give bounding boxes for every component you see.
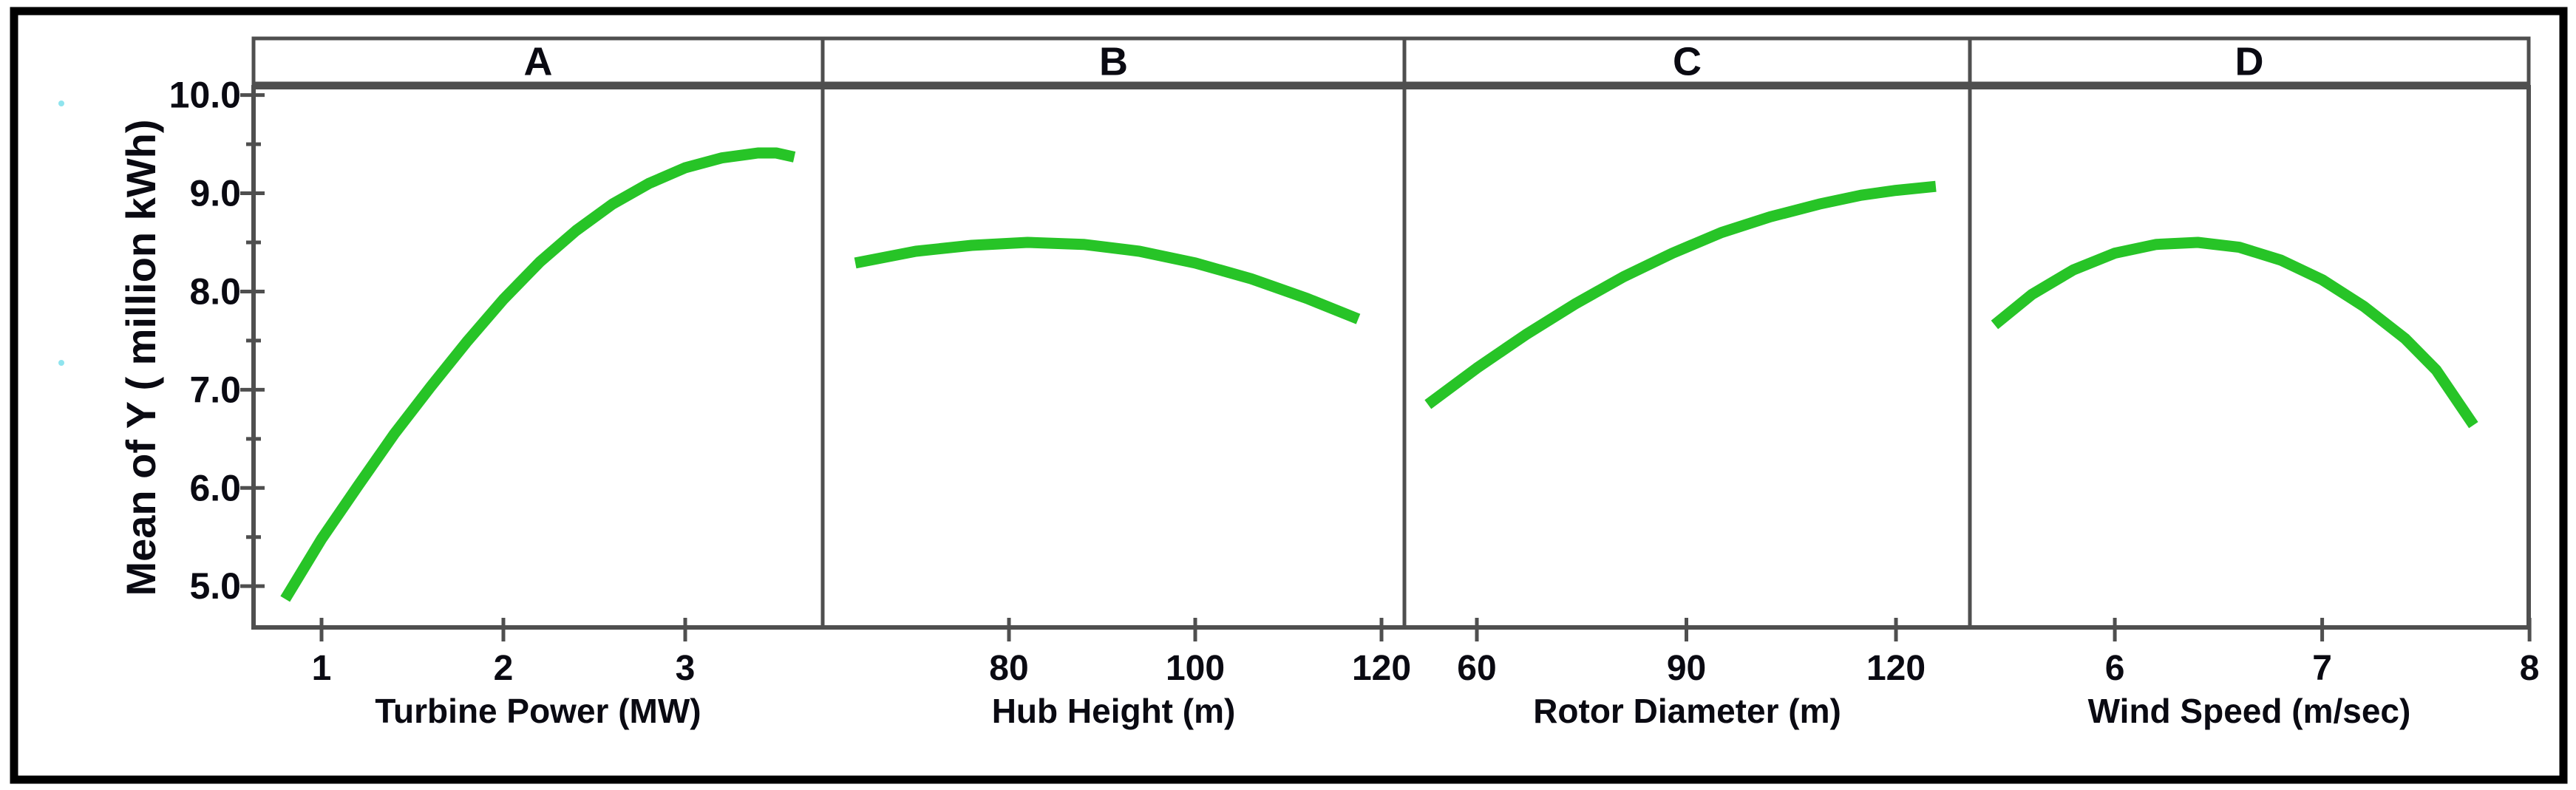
panel-header-label-a: A bbox=[524, 40, 553, 84]
x-tick-label: 90 bbox=[1667, 649, 1706, 688]
y-axis-title: Mean of Y ( million kWh) bbox=[118, 119, 164, 596]
x-tick-label: 8 bbox=[2520, 649, 2540, 688]
panel-header-label-b: B bbox=[1099, 40, 1128, 84]
plot-frame bbox=[251, 85, 2531, 630]
x-axis-title-d: Wind Speed (m/sec) bbox=[2088, 692, 2411, 730]
x-tick-label: 2 bbox=[494, 649, 514, 688]
y-tick-label: 8.0 bbox=[189, 270, 241, 312]
panel-header-label-c: C bbox=[1673, 40, 1702, 84]
x-tick-label: 3 bbox=[676, 649, 696, 688]
x-axis-title-b: Hub Height (m) bbox=[992, 692, 1236, 730]
x-tick-label: 6 bbox=[2105, 649, 2125, 688]
y-tick-label: 5.0 bbox=[189, 565, 241, 607]
x-tick-label: 120 bbox=[1352, 649, 1411, 688]
x-tick-label: 100 bbox=[1166, 649, 1225, 688]
x-axis-title-a: Turbine Power (MW) bbox=[375, 692, 701, 730]
artifact-speck bbox=[58, 360, 64, 366]
effect-curve-a bbox=[280, 147, 796, 602]
artifact-speck bbox=[58, 101, 64, 106]
x-tick-label: 7 bbox=[2312, 649, 2332, 688]
y-tick-label: 9.0 bbox=[189, 173, 241, 214]
y-tick-label: 6.0 bbox=[189, 467, 241, 508]
x-axis-title-c: Rotor Diameter (m) bbox=[1533, 692, 1841, 730]
effect-curve-c bbox=[1424, 180, 1937, 409]
effect-curve-d bbox=[1991, 236, 2478, 429]
panel-header-band bbox=[251, 36, 2531, 86]
y-tick-label: 10.0 bbox=[169, 75, 241, 116]
outer-border bbox=[10, 7, 2568, 784]
chart-dynamic-layer: 10.0 9.0 8.0 7.0 6.0 5.0 A 1 2 3 Turbine Power (MW… bbox=[169, 36, 2540, 730]
x-tick-label: 1 bbox=[312, 649, 332, 688]
x-tick-label: 120 bbox=[1866, 649, 1926, 688]
panel-header-label-d: D bbox=[2235, 40, 2264, 84]
y-tick-label: 7.0 bbox=[189, 369, 241, 410]
x-tick-label: 60 bbox=[1457, 649, 1496, 688]
x-tick-label: 80 bbox=[989, 649, 1028, 688]
effect-curve-b bbox=[854, 236, 1361, 324]
